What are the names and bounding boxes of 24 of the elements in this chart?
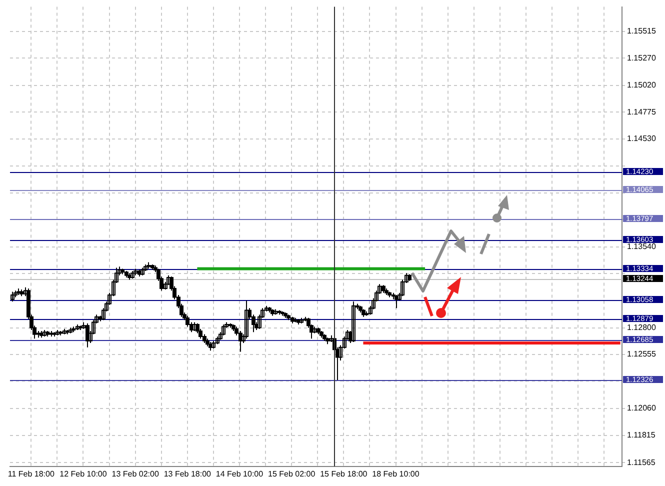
y-tick-label: 1.15020 [627, 80, 656, 90]
x-tick-label: 11 Feb 18:00 [8, 469, 55, 478]
y-tick-label: 1.12555 [627, 350, 656, 359]
x-tick-label: 12 Feb 10:00 [60, 469, 108, 478]
y-tick-label: 1.15270 [627, 53, 656, 62]
y-tick-label: 1.13540 [627, 242, 656, 252]
y-tick-label: 1.14775 [627, 107, 656, 116]
y-tick-label: 1.11815 [627, 430, 656, 440]
candlestick [166, 274, 170, 286]
y-tick-label: 1.14530 [627, 134, 656, 144]
y-tick-label: 1.11565 [627, 458, 656, 467]
y-tick-label: 1.12060 [627, 404, 656, 413]
x-tick-label: 18 Feb 10:00 [372, 469, 420, 478]
y-tick-label: 1.15515 [627, 26, 656, 36]
y-tick-label: 1.12800 [627, 322, 656, 332]
x-tick-label: 15 Feb 18:00 [320, 469, 368, 478]
x-tick-label: 13 Feb 18:00 [164, 469, 212, 478]
x-tick-label: 13 Feb 02:00 [112, 469, 160, 478]
x-tick-label: 14 Feb 10:00 [216, 469, 264, 478]
candlestick [10, 291, 14, 302]
x-tick-label: 15 Feb 02:00 [268, 469, 316, 478]
candlestick [352, 301, 356, 342]
candlestick [244, 300, 248, 340]
candlestick [222, 324, 226, 336]
